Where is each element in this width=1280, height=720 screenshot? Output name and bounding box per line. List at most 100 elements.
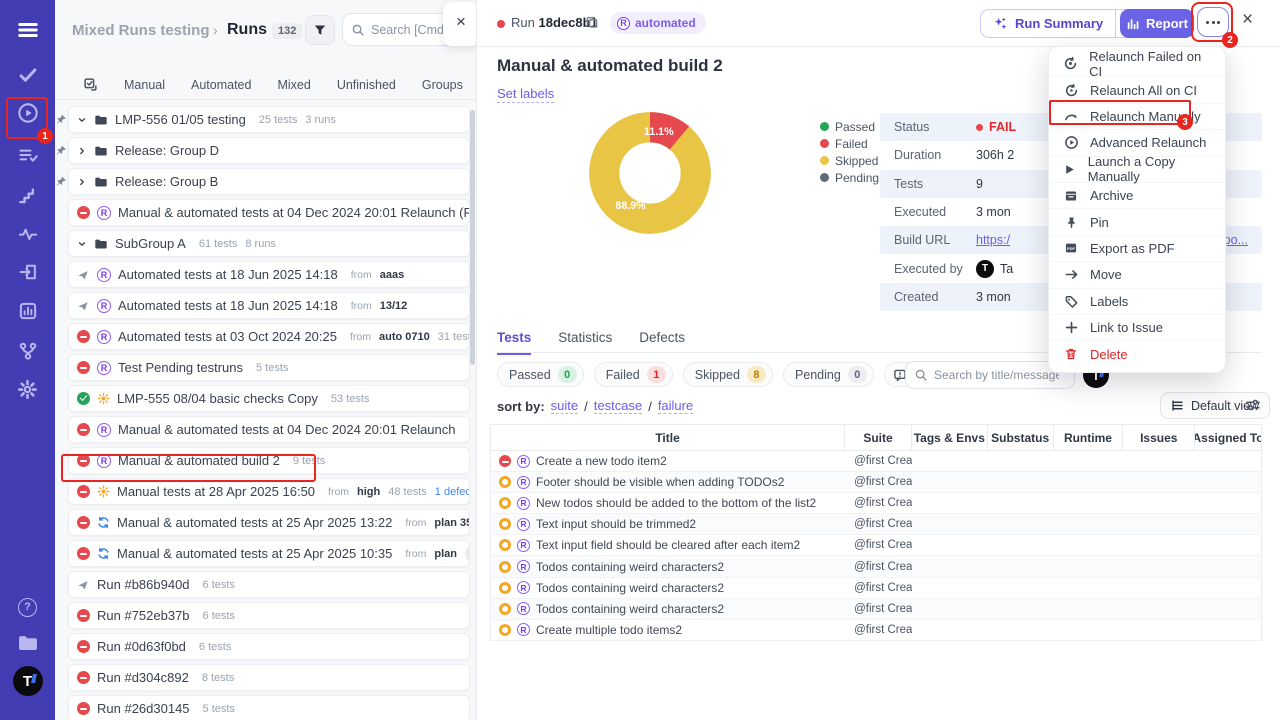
menu-item-relaunch-manually[interactable]: Relaunch Manually xyxy=(1049,104,1225,131)
table-row[interactable]: R Todos containing weird characters2 @firs… xyxy=(491,556,1261,578)
run-list-item[interactable]: Manual & automated tests at 25 Apr 2025 … xyxy=(68,509,470,536)
run-list-item[interactable]: R Manual & automated tests at 04 Dec 2024… xyxy=(68,199,470,226)
chevron-right-icon[interactable] xyxy=(77,146,87,156)
chip-failed[interactable]: Failed 1 xyxy=(593,362,673,387)
menu-item-link-to-issue[interactable]: Link to Issue xyxy=(1049,315,1225,342)
tab-manual[interactable]: Manual xyxy=(124,77,165,92)
table-row[interactable]: R Footer should be visible when adding TO… xyxy=(491,472,1261,494)
set-labels-link[interactable]: Set labels xyxy=(497,86,555,103)
run-list-item[interactable]: R Automated tests at 18 Jun 2025 14:18 fro… xyxy=(68,261,470,288)
column-header-suite[interactable]: Suite xyxy=(845,425,912,450)
run-list-item[interactable]: R Automated tests at 03 Oct 2024 20:25 fro… xyxy=(68,323,470,350)
sort-link-failure[interactable]: failure xyxy=(657,398,694,414)
menu-item-advanced-relaunch[interactable]: Advanced Relaunch xyxy=(1049,130,1225,157)
panel-close-button[interactable]: × xyxy=(443,2,476,46)
build-url-link[interactable]: https:/ xyxy=(976,233,1011,248)
copy-icon[interactable] xyxy=(585,15,599,29)
run-list-item[interactable]: Run #752eb37b 6 tests xyxy=(68,602,470,629)
sidebar-item-steps[interactable] xyxy=(0,178,55,212)
run-list-item[interactable]: Run #d304c892 8 tests xyxy=(68,664,470,691)
run-list-item[interactable]: R Test Pending testruns 5 tests xyxy=(68,354,470,381)
sort-link-suite[interactable]: suite xyxy=(550,398,579,414)
table-row[interactable]: R Todos containing weird characters2 @firs… xyxy=(491,577,1261,599)
menu-item-relaunch-all-on-ci[interactable]: Relaunch All on CI xyxy=(1049,77,1225,104)
sidebar-item-branch[interactable] xyxy=(0,334,55,368)
chip-passed[interactable]: Passed 0 xyxy=(497,362,584,387)
menu-item-archive[interactable]: Archive xyxy=(1049,183,1225,210)
table-row[interactable]: R Text input should be trimmed2 @first Cre… xyxy=(491,514,1261,536)
table-row[interactable]: R Text input field should be cleared afte… xyxy=(491,535,1261,557)
tab-groups[interactable]: Groups xyxy=(421,77,463,92)
sidebar-item-settings-gear[interactable] xyxy=(0,372,55,406)
close-run-detail-button[interactable]: × xyxy=(1242,9,1254,30)
sidebar-item-analytics[interactable] xyxy=(0,294,55,328)
tests-search-input[interactable] xyxy=(934,368,1059,382)
chevron-right-icon[interactable] xyxy=(77,177,87,187)
help-icon[interactable]: ? xyxy=(0,590,55,624)
menu-item-pin[interactable]: Pin xyxy=(1049,209,1225,236)
menu-item-relaunch-failed-on-ci[interactable]: Relaunch Failed on CI xyxy=(1049,49,1225,79)
chevron-down-icon[interactable] xyxy=(77,115,87,125)
menu-item-delete[interactable]: Delete xyxy=(1049,341,1225,367)
sidebar-item-pulse[interactable] xyxy=(0,217,55,251)
defects-link[interactable]: 1 defects xyxy=(434,485,470,498)
run-group-row[interactable]: SubGroup A 61 tests 8 runs xyxy=(68,230,470,257)
run-group-row[interactable]: Release: Group B xyxy=(68,168,470,195)
table-row[interactable]: R Todos containing weird characters2 @firs… xyxy=(491,598,1261,620)
run-list-item[interactable]: R Manual & automated build 2 9 tests xyxy=(68,447,470,474)
table-settings-icon[interactable] xyxy=(1245,397,1261,413)
chevron-down-icon[interactable] xyxy=(77,239,87,249)
menu-item-move[interactable]: Move xyxy=(1049,262,1225,289)
breadcrumb-project[interactable]: Mixed Runs testing xyxy=(72,22,210,39)
run-group-row[interactable]: Release: Group D xyxy=(68,137,470,164)
sidebar-item-runs-play[interactable] xyxy=(0,96,55,130)
run-list-item[interactable]: Run #26d30145 5 tests xyxy=(68,695,470,720)
chip-skipped[interactable]: Skipped 8 xyxy=(682,362,773,387)
sidebar-item-checklist[interactable] xyxy=(0,138,55,172)
table-row[interactable]: R New todos should be added to the bottom… xyxy=(491,493,1261,515)
report-button[interactable]: Report xyxy=(1120,9,1194,38)
hamburger-menu-icon[interactable] xyxy=(0,13,55,47)
run-list-item[interactable]: R Automated tests at 18 Jun 2025 14:18 fro… xyxy=(68,292,470,319)
tests-search[interactable] xyxy=(905,361,1075,389)
run-list-item[interactable]: Run #b86b940d 6 tests xyxy=(68,571,470,598)
tab-mixed[interactable]: Mixed xyxy=(277,77,311,92)
tab-statistics[interactable]: Statistics xyxy=(558,330,613,345)
run-list-item[interactable]: Manual & automated tests at 25 Apr 2025 … xyxy=(68,540,470,567)
column-header-assigned-to[interactable]: Assigned To xyxy=(1195,430,1261,445)
run-list-item[interactable]: LMP-555 08/04 basic checks Copy 53 tests xyxy=(68,385,470,412)
automated-badge[interactable]: R automated xyxy=(610,12,706,34)
tab-automated[interactable]: Automated xyxy=(191,77,252,92)
user-avatar[interactable]: T xyxy=(0,664,55,698)
tab-unfinished[interactable]: Unfinished xyxy=(336,77,396,92)
sidebar-item-check[interactable] xyxy=(0,58,55,92)
select-runs-icon[interactable] xyxy=(83,77,98,92)
filter-button[interactable] xyxy=(305,15,335,45)
sort-link-testcase[interactable]: testcase xyxy=(593,398,643,414)
run-group-row[interactable]: LMP-556 01/05 testing 25 tests 3 runs xyxy=(68,106,470,133)
tab-tests[interactable]: Tests xyxy=(497,330,532,355)
menu-item-labels[interactable]: Labels xyxy=(1049,289,1225,315)
column-header-issues[interactable]: Issues xyxy=(1123,425,1196,450)
run-summary-button[interactable]: Run Summary xyxy=(980,9,1148,38)
menu-item-launch-a-copy-manually[interactable]: Launch a Copy Manually xyxy=(1049,154,1225,184)
runs-search-input[interactable] xyxy=(371,22,461,37)
column-header-title[interactable]: Title xyxy=(491,425,846,450)
sidebar-item-signin[interactable] xyxy=(0,255,55,289)
run-list-item[interactable]: R Manual & automated tests at 04 Dec 2024… xyxy=(68,416,470,443)
more-options-button[interactable] xyxy=(1197,7,1229,37)
column-header-substatus[interactable]: Substatus xyxy=(988,425,1054,450)
default-view-button[interactable]: Default view xyxy=(1160,392,1271,419)
runs-scrollbar[interactable] xyxy=(470,110,475,365)
run-list-item[interactable]: Run #0d63f0bd 6 tests xyxy=(68,633,470,660)
chip-pending[interactable]: Pending 0 xyxy=(782,362,874,387)
menu-item-export-as-pdf[interactable]: PDF Export as PDF xyxy=(1049,236,1225,263)
column-header-tags-envs[interactable]: Tags & Envs xyxy=(912,425,988,450)
run-list-item[interactable]: Manual tests at 28 Apr 2025 16:50 from hig… xyxy=(68,478,470,505)
column-header-runtime[interactable]: Runtime xyxy=(1054,425,1124,450)
build-url-link-tail[interactable]: po... xyxy=(1223,233,1248,248)
tab-defects[interactable]: Defects xyxy=(639,330,686,345)
projects-folder-icon[interactable] xyxy=(0,626,55,660)
